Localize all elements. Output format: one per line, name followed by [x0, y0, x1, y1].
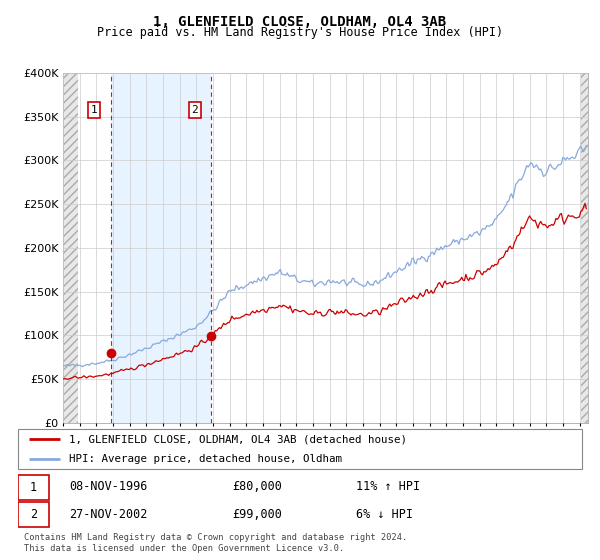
Bar	[63, 73, 78, 423]
Text: 08-NOV-1996: 08-NOV-1996	[69, 480, 147, 493]
Text: 6% ↓ HPI: 6% ↓ HPI	[356, 508, 413, 521]
Text: HPI: Average price, detached house, Oldham: HPI: Average price, detached house, Oldh…	[69, 454, 342, 464]
Text: Price paid vs. HM Land Registry's House Price Index (HPI): Price paid vs. HM Land Registry's House …	[97, 26, 503, 39]
Bar	[581, 73, 590, 423]
Text: 1: 1	[30, 480, 37, 494]
Text: 2: 2	[191, 105, 198, 115]
Bar	[18, 475, 49, 500]
Bar	[18, 502, 49, 527]
Text: Contains HM Land Registry data © Crown copyright and database right 2024.
This d: Contains HM Land Registry data © Crown c…	[24, 533, 407, 553]
Text: £80,000: £80,000	[232, 480, 282, 493]
Text: 2: 2	[30, 508, 37, 521]
Text: 1, GLENFIELD CLOSE, OLDHAM, OL4 3AB (detached house): 1, GLENFIELD CLOSE, OLDHAM, OL4 3AB (det…	[69, 434, 407, 444]
Text: 1: 1	[91, 105, 97, 115]
Bar	[110, 73, 211, 423]
Text: 27-NOV-2002: 27-NOV-2002	[69, 508, 147, 521]
Text: 1, GLENFIELD CLOSE, OLDHAM, OL4 3AB: 1, GLENFIELD CLOSE, OLDHAM, OL4 3AB	[154, 15, 446, 29]
Text: £99,000: £99,000	[232, 508, 282, 521]
Text: 11% ↑ HPI: 11% ↑ HPI	[356, 480, 421, 493]
